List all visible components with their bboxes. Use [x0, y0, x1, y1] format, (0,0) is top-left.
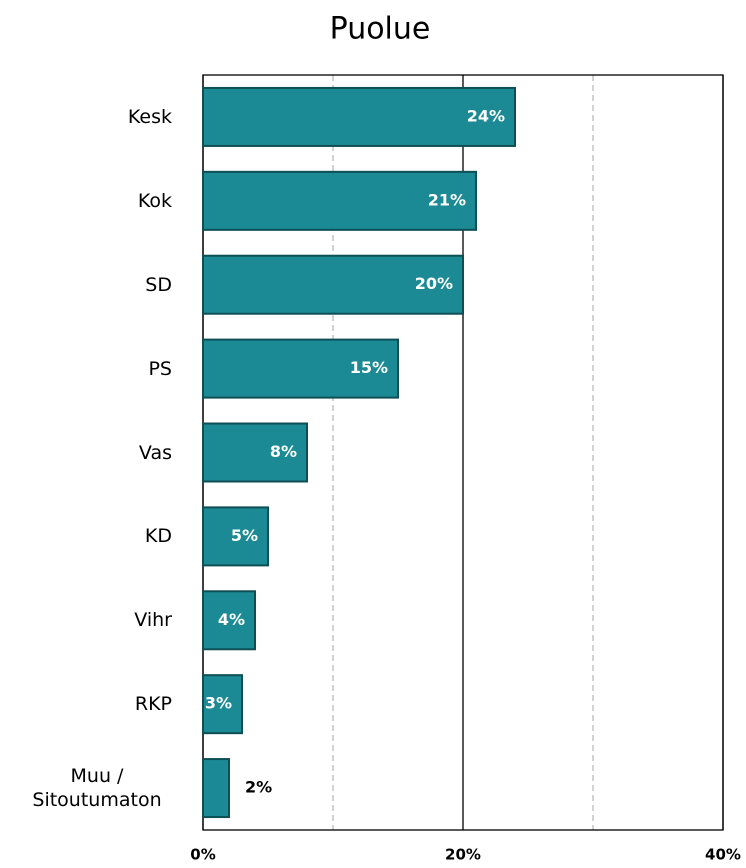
- bar: [202, 422, 308, 483]
- category-label-box: SD: [0, 255, 172, 315]
- value-label: 21%: [428, 190, 466, 209]
- x-tick-label: 0%: [190, 846, 215, 864]
- bar: [202, 338, 399, 399]
- category-label-box: Muu / Sitoutumaton: [0, 758, 172, 818]
- x-tick-label: 40%: [705, 846, 741, 864]
- category-label-box: Kesk: [0, 87, 172, 147]
- bar: [202, 254, 464, 315]
- value-label: 3%: [205, 694, 232, 713]
- category-label-box: PS: [0, 339, 172, 399]
- y-tick-label: PS: [148, 357, 172, 380]
- y-tick-label: Muu / Sitoutumaton: [32, 765, 162, 812]
- category-label-box: Kok: [0, 171, 172, 231]
- category-label-box: Vihr: [0, 590, 172, 650]
- x-tick-label: 20%: [445, 846, 481, 864]
- bar: [202, 506, 269, 567]
- value-label: 2%: [245, 778, 272, 797]
- y-tick-label: KD: [144, 525, 172, 548]
- category-label-box: Vas: [0, 423, 172, 483]
- bar: [202, 590, 256, 651]
- bar: [202, 170, 477, 231]
- y-tick-label: SD: [145, 273, 172, 296]
- y-tick-label: RKP: [134, 693, 172, 716]
- y-tick-label: Vihr: [134, 609, 172, 632]
- y-tick-label: Kesk: [127, 105, 172, 128]
- bar: [202, 86, 516, 147]
- value-label: 8%: [270, 442, 297, 461]
- value-label: 24%: [467, 106, 505, 125]
- bar: [202, 758, 230, 819]
- value-label: 15%: [350, 358, 388, 377]
- y-tick-label: Vas: [138, 441, 172, 464]
- bar: [202, 674, 243, 735]
- category-label-box: KD: [0, 506, 172, 566]
- value-label: 20%: [415, 274, 453, 293]
- y-tick-label: Kok: [137, 189, 172, 212]
- chart-title: Puolue: [330, 12, 431, 47]
- category-label-box: RKP: [0, 674, 172, 734]
- value-label: 4%: [218, 610, 245, 629]
- value-label: 5%: [231, 526, 258, 545]
